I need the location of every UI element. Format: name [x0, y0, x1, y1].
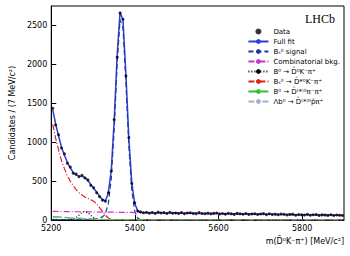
svg-text:Λb⁰ → D̄⁽*⁾⁰p̄π⁺: Λb⁰ → D̄⁽*⁾⁰p̄π⁺: [273, 96, 323, 105]
svg-text:B⁰ → D̄⁽*⁾⁰π⁻π⁺: B⁰ → D̄⁽*⁾⁰π⁻π⁺: [273, 86, 322, 95]
svg-text:5600: 5600: [208, 224, 228, 233]
svg-text:Combinatorial bkg.: Combinatorial bkg.: [273, 58, 340, 66]
svg-text:Bₛ⁰ → D̄*⁰K⁻π⁺: Bₛ⁰ → D̄*⁰K⁻π⁺: [273, 76, 322, 85]
svg-text:2000: 2000: [27, 60, 47, 69]
svg-text:2500: 2500: [27, 21, 47, 30]
svg-text:Full fit: Full fit: [273, 38, 295, 46]
svg-text:Candidates / (7 MeV/c²): Candidates / (7 MeV/c²): [8, 66, 17, 160]
svg-text:1000: 1000: [27, 138, 47, 147]
svg-text:Bₛ⁰ signal: Bₛ⁰ signal: [273, 48, 306, 56]
svg-text:0: 0: [42, 215, 48, 225]
svg-text:500: 500: [32, 177, 47, 186]
svg-text:5200: 5200: [41, 224, 61, 233]
svg-text:1500: 1500: [27, 99, 47, 108]
svg-text:B⁰ → D̄⁰K⁻π⁺: B⁰ → D̄⁰K⁻π⁺: [273, 66, 316, 75]
svg-text:Data: Data: [273, 28, 290, 36]
svg-text:LHCb: LHCb: [305, 12, 335, 26]
svg-text:5800: 5800: [292, 224, 312, 233]
svg-text:m(D̄⁰K⁻π⁺) [MeV/c²]: m(D̄⁰K⁻π⁺) [MeV/c²]: [266, 235, 344, 245]
svg-text:5400: 5400: [125, 224, 145, 233]
